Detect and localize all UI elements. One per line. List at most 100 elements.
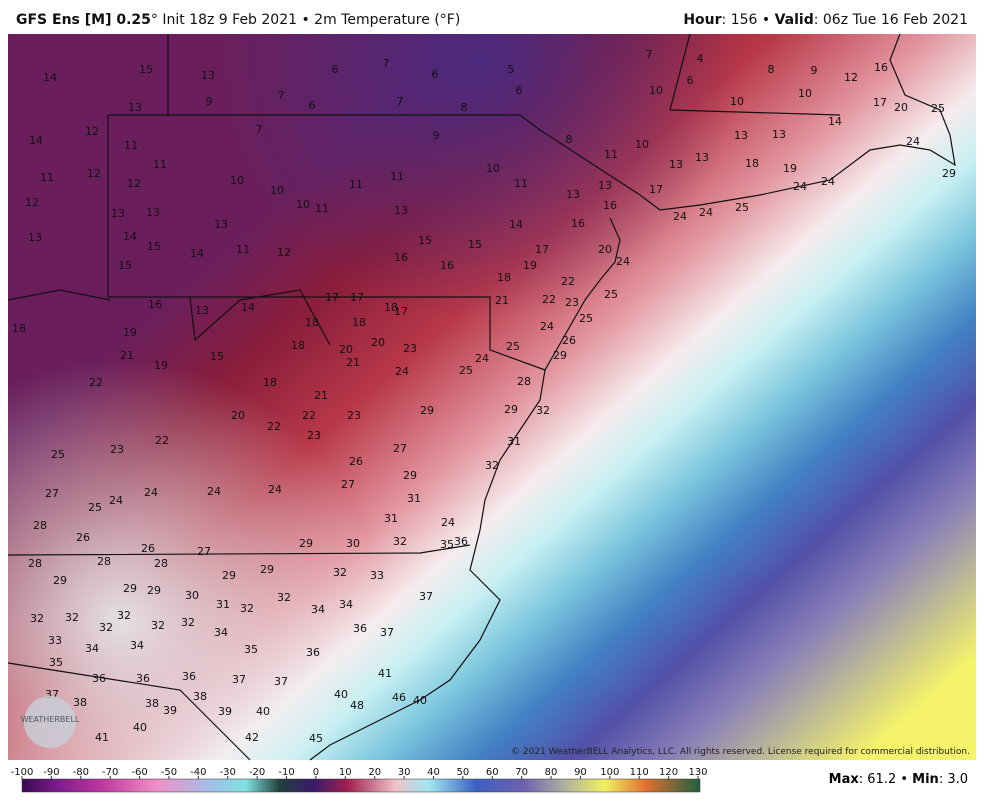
station-value: 24 [395,365,409,378]
station-value: 22 [542,293,556,306]
station-value: 12 [87,167,101,180]
station-value: 20 [598,243,612,256]
station-value: 20 [339,343,353,356]
state-pa [107,114,641,371]
station-value: 23 [347,409,361,422]
station-value: 15 [118,259,132,272]
station-value: 24 [821,175,835,188]
station-value: 34 [339,598,353,611]
station-value: 15 [418,234,432,247]
station-value: 14 [241,301,255,314]
max-label: Max [828,772,859,787]
station-value: 22 [155,434,169,447]
station-value: 19 [783,162,797,175]
header-right: Hour: 156 • Valid: 06z Tue 16 Feb 2021 [683,12,968,28]
logo: WEATHERBELL [21,715,80,724]
colorbar-tick-label: -20 [249,767,265,778]
colorbar-tick-label: -50 [161,767,177,778]
station-value: 7 [256,123,263,136]
station-value: 29 [403,469,417,482]
station-value: 26 [562,334,576,347]
station-value: 29 [123,582,137,595]
station-value: 20 [371,336,385,349]
station-value: 6 [332,63,339,76]
hour-label: Hour [683,12,722,28]
station-value: 25 [931,102,945,115]
station-value: 23 [307,429,321,442]
hour-value: : 156 • [721,12,775,28]
station-value: 25 [459,364,473,377]
colorbar-tick-label: -40 [190,767,206,778]
station-value: 32 [277,591,291,604]
colorbar-ticks: -100 -90 -80 -70 -60 -50 -40 -30 -20 -10 0 10 20 30 40… [11,767,708,779]
station-value: 31 [407,492,421,505]
station-value: 32 [485,459,499,472]
station-value: 42 [245,731,259,744]
station-value: 11 [514,177,528,190]
station-value: 12 [25,196,39,209]
station-value: 22 [302,409,316,422]
station-value: 22 [561,275,575,288]
colorbar-tick-label: 0 [313,767,319,778]
station-value: 32 [181,616,195,629]
station-value: 21 [120,349,134,362]
station-value: 34 [130,639,144,652]
station-value: 29 [504,403,518,416]
station-value: 27 [197,545,211,558]
station-value: 32 [536,404,550,417]
colorbar-tick-label: 100 [600,767,619,778]
station-value: 13 [598,179,612,192]
station-value: 36 [92,672,106,685]
station-value: 5 [508,63,515,76]
station-value: 40 [256,705,270,718]
station-value: 13 [128,101,142,114]
station-value: 28 [28,557,42,570]
station-value: 32 [65,611,79,624]
station-value: 13 [394,204,408,217]
station-value: 32 [117,609,131,622]
colorbar-tick-label: 60 [486,767,499,778]
state-wv [7,289,331,346]
station-value: 12 [85,125,99,138]
model-name: GFS Ens [M] 0.25 [16,12,151,28]
header-left: GFS Ens [M] 0.25° Init 18z 9 Feb 2021 • … [16,12,460,28]
station-value: 9 [206,95,213,108]
station-value: 32 [240,602,254,615]
station-value: 29 [53,574,67,587]
station-value: 13 [669,158,683,171]
colorbar-tick-label: 70 [515,767,528,778]
station-value: 36 [182,670,196,683]
station-value: 39 [218,705,232,718]
station-value: 28 [33,519,47,532]
station-value: 13 [214,218,228,231]
station-value: 6 [309,99,316,112]
station-value: 20 [894,101,908,114]
borders [7,33,956,761]
station-value: 33 [370,569,384,582]
station-value: 7 [278,89,285,102]
station-value: 11 [153,158,167,171]
station-value: 12 [127,177,141,190]
station-value: 25 [51,448,65,461]
station-value: 10 [798,87,812,100]
station-value: 40 [413,694,427,707]
station-value: 18 [745,157,759,170]
station-value: 28 [517,375,531,388]
station-value: 46 [392,691,406,704]
station-value: 18 [305,316,319,329]
state-lines [7,33,841,761]
station-value: 45 [309,732,323,745]
colorbar-tick-label: 10 [339,767,352,778]
station-value: 24 [268,483,282,496]
footer: Max: 61.2 • Min: 3.0 [829,772,968,787]
colorbar-tick-label: 40 [427,767,440,778]
station-value: 16 [571,217,585,230]
degree-sign: ° [150,12,158,28]
station-value: 11 [40,171,54,184]
station-value: 21 [314,389,328,402]
station-value: 24 [207,485,221,498]
station-value: 18 [291,339,305,352]
station-value: 8 [461,101,468,114]
